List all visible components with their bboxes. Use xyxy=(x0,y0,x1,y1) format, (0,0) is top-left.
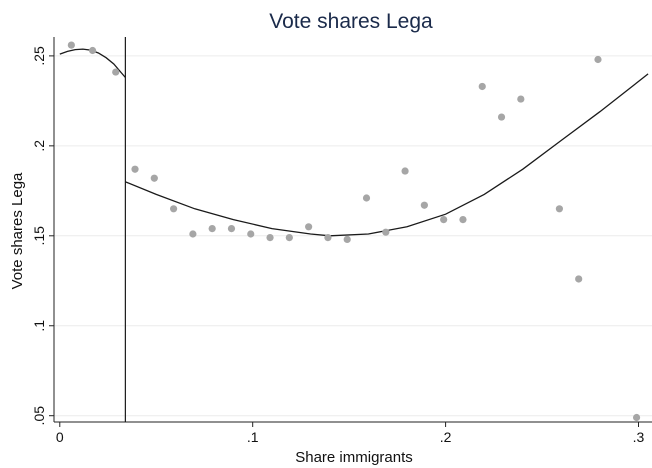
y-tick-label: .2 xyxy=(31,140,47,152)
scatter-point xyxy=(382,228,390,236)
y-tick-label: .1 xyxy=(31,320,47,332)
scatter-point xyxy=(227,225,236,233)
grid-layer xyxy=(54,55,652,417)
chart-title: Vote shares Lega xyxy=(269,10,433,33)
x-tick-label: .3 xyxy=(633,429,645,445)
scatter-point xyxy=(343,235,351,243)
axis-layer: .05 .1 .15 .2 .25 0 .1 .2 .3 xyxy=(31,37,652,445)
scatter-points-layer xyxy=(67,41,641,422)
y-tick-label: .05 xyxy=(31,406,47,426)
scatter-point xyxy=(131,165,139,173)
y-axis-title: Vote shares Lega xyxy=(9,172,26,289)
scatter-point xyxy=(497,113,506,121)
scatter-point xyxy=(67,41,75,49)
x-axis-title: Share immigrants xyxy=(295,449,413,466)
scatter-point xyxy=(575,275,583,283)
x-tick-label: .1 xyxy=(247,429,259,445)
scatter-point xyxy=(478,82,486,91)
scatter-point xyxy=(170,205,178,213)
scatter-point xyxy=(362,194,371,202)
scatter-point xyxy=(440,216,448,224)
scatter-point xyxy=(112,68,120,76)
scatter-point xyxy=(208,225,216,233)
fit-lines-layer xyxy=(59,37,649,422)
scatter-point xyxy=(189,230,197,238)
scatter-point xyxy=(150,174,158,182)
y-tick-label: .25 xyxy=(31,46,47,66)
scatter-point xyxy=(401,167,409,175)
scatter-point xyxy=(420,201,428,209)
x-tick-label: 0 xyxy=(56,429,64,445)
scatter-point xyxy=(517,95,525,103)
scatter-point xyxy=(266,233,274,242)
y-tick-label: .15 xyxy=(31,226,47,246)
scatter-point xyxy=(459,216,467,224)
scatter-point xyxy=(247,230,255,238)
scatter-point xyxy=(324,233,332,242)
scatter-point xyxy=(555,205,564,213)
scatter-point xyxy=(594,55,602,64)
scatter-point xyxy=(632,413,641,422)
scatter-point xyxy=(88,46,97,55)
x-tick-label: .2 xyxy=(440,429,452,445)
scatter-point xyxy=(285,233,293,242)
scatter-point xyxy=(305,223,313,231)
fit-line-right xyxy=(125,73,649,237)
